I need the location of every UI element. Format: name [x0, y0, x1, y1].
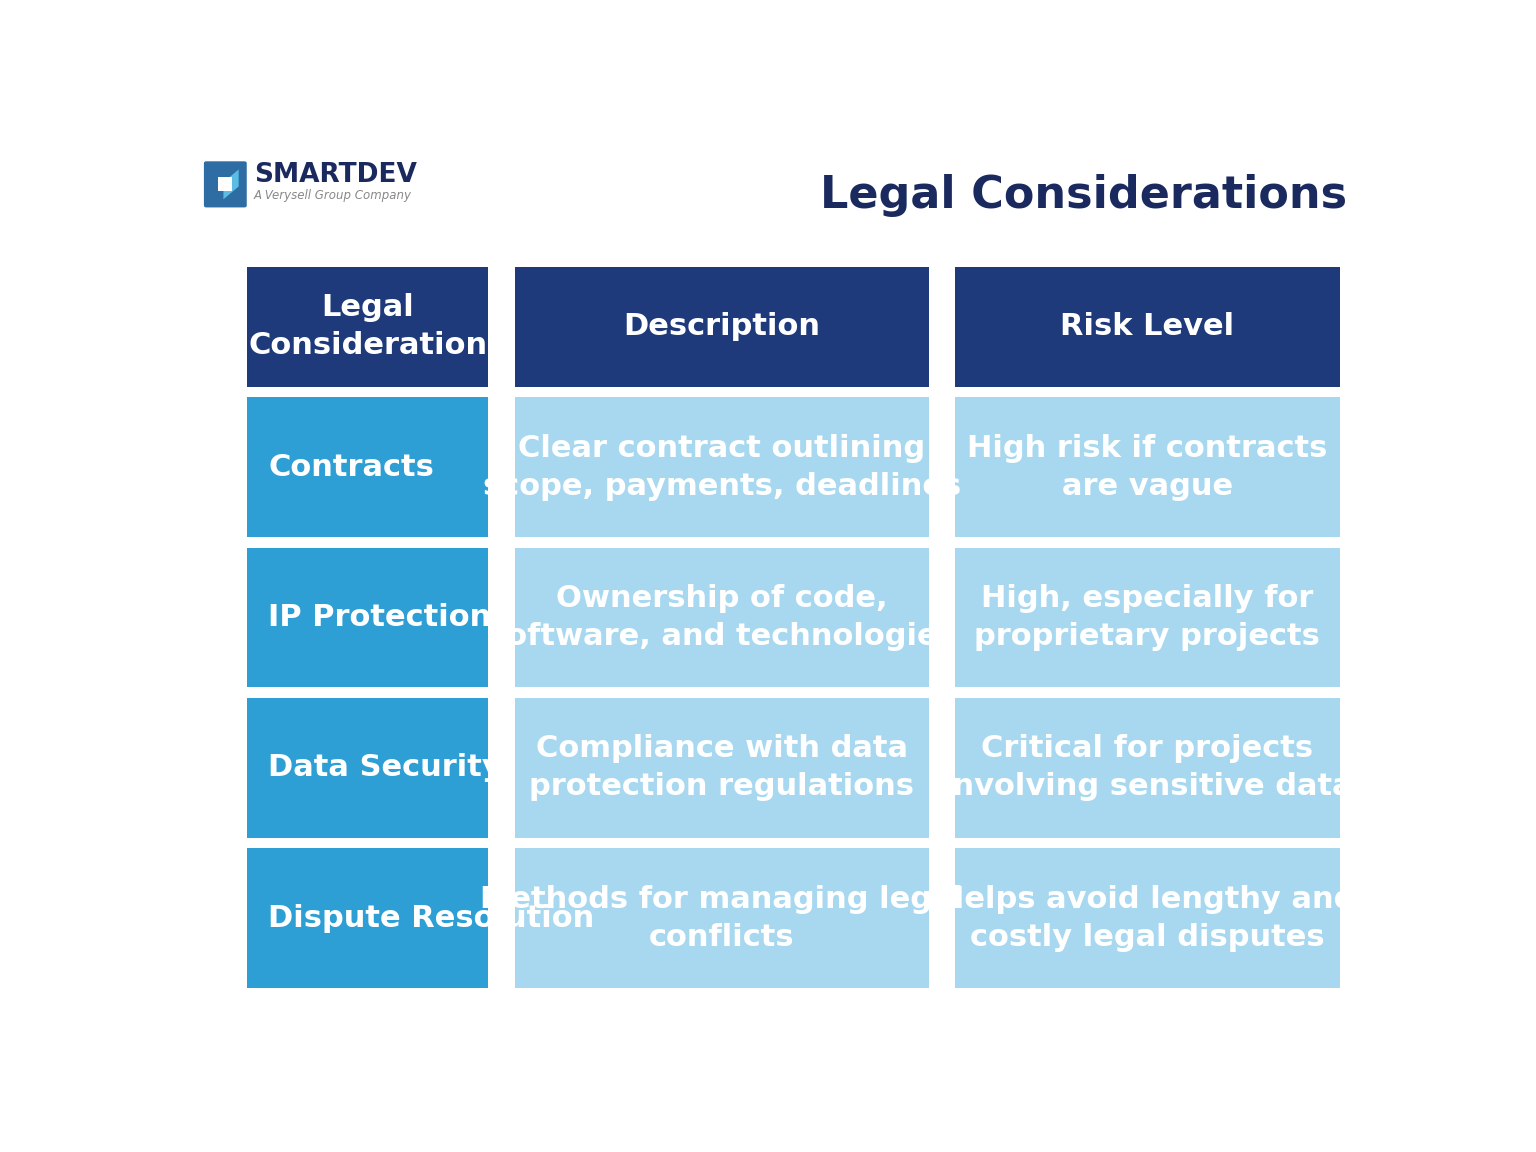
FancyBboxPatch shape [247, 698, 488, 838]
Text: Helps avoid lengthy and
costly legal disputes: Helps avoid lengthy and costly legal dis… [938, 885, 1355, 952]
Text: Contracts: Contracts [269, 453, 435, 482]
FancyBboxPatch shape [515, 397, 929, 537]
FancyBboxPatch shape [955, 397, 1339, 537]
FancyBboxPatch shape [955, 267, 1339, 387]
FancyBboxPatch shape [955, 698, 1339, 838]
FancyBboxPatch shape [955, 848, 1339, 988]
Text: Ownership of code,
software, and technologies: Ownership of code, software, and technol… [488, 584, 955, 651]
FancyBboxPatch shape [515, 547, 929, 688]
FancyBboxPatch shape [247, 267, 488, 387]
Text: Legal
Consideration: Legal Consideration [247, 293, 487, 361]
Text: Methods for managing legal
conflicts: Methods for managing legal conflicts [481, 885, 963, 952]
Text: A Verysell Group Company: A Verysell Group Company [253, 189, 412, 202]
Polygon shape [223, 169, 238, 199]
Text: Dispute Resolution: Dispute Resolution [269, 903, 594, 933]
FancyBboxPatch shape [515, 848, 929, 988]
Text: Data Security: Data Security [269, 753, 502, 782]
Text: Risk Level: Risk Level [1060, 312, 1235, 341]
FancyBboxPatch shape [247, 397, 488, 537]
Text: Critical for projects
involving sensitive data: Critical for projects involving sensitiv… [942, 734, 1353, 802]
FancyBboxPatch shape [218, 177, 232, 191]
FancyBboxPatch shape [204, 161, 247, 207]
Text: Clear contract outlining
scope, payments, deadlines: Clear contract outlining scope, payments… [482, 433, 962, 501]
FancyBboxPatch shape [247, 848, 488, 988]
Text: High, especially for
proprietary projects: High, especially for proprietary project… [974, 584, 1321, 651]
FancyBboxPatch shape [515, 698, 929, 838]
Text: Legal Considerations: Legal Considerations [820, 174, 1347, 218]
FancyBboxPatch shape [515, 267, 929, 387]
Text: Description: Description [624, 312, 820, 341]
Text: Compliance with data
protection regulations: Compliance with data protection regulati… [530, 734, 914, 802]
FancyBboxPatch shape [247, 547, 488, 688]
Text: SMARTDEV: SMARTDEV [253, 162, 416, 189]
FancyBboxPatch shape [955, 547, 1339, 688]
Text: IP Protection: IP Protection [269, 602, 492, 632]
Text: High risk if contracts
are vague: High risk if contracts are vague [968, 433, 1327, 501]
